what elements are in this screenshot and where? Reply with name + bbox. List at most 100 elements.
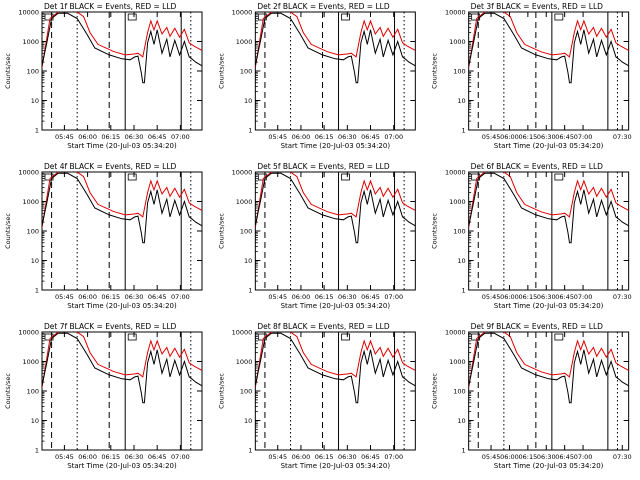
x-axis-label: Start Time (20-Jul-03 05:34:20) bbox=[67, 142, 177, 150]
series-lld-line bbox=[468, 12, 629, 68]
y-tick-label: 10 bbox=[457, 257, 465, 265]
y-axis-label: Counts/sec bbox=[217, 53, 225, 89]
y-tick-label: 1 bbox=[462, 127, 466, 135]
x-tick-label: 06:45 bbox=[555, 293, 574, 301]
x-tick-label: 07:30 bbox=[613, 453, 632, 461]
x-tick-label: 07:00 bbox=[574, 453, 593, 461]
y-tick-label: 1 bbox=[35, 447, 39, 455]
series-lld-line bbox=[42, 332, 202, 388]
y-tick-label: 100 bbox=[240, 228, 252, 236]
x-tick-label: 07:00 bbox=[171, 453, 190, 461]
y-axis-label: Counts/sec bbox=[217, 213, 225, 249]
x-tick-label: 06:00 bbox=[500, 453, 519, 461]
x-tick-label: 06:15 bbox=[101, 453, 120, 461]
x-axis-label: Start Time (20-Jul-03 05:34:20) bbox=[494, 302, 604, 310]
x-tick-label: 07:30 bbox=[613, 293, 632, 301]
panel-title: Det 7f BLACK = Events, RED = LLD bbox=[44, 322, 177, 331]
series-lld-line bbox=[255, 172, 416, 228]
x-tick-label: 06:15 bbox=[315, 453, 334, 461]
plot-frame bbox=[468, 11, 630, 131]
y-tick-label: 1000 bbox=[236, 38, 253, 46]
panel-title: Det 9f BLACK = Events, RED = LLD bbox=[471, 322, 604, 331]
x-tick-label: 06:30 bbox=[338, 293, 357, 301]
x-tick-label: 06:45 bbox=[361, 453, 380, 461]
legend-box-right bbox=[341, 13, 350, 21]
series-lld-line bbox=[42, 12, 202, 68]
x-tick-label: 07:30 bbox=[613, 133, 632, 141]
x-tick-label: 06:15 bbox=[518, 453, 537, 461]
y-tick-label: 10 bbox=[244, 257, 252, 265]
x-tick-label: 05:45 bbox=[55, 453, 74, 461]
x-tick-label: 06:45 bbox=[361, 293, 380, 301]
y-tick-label: 1 bbox=[35, 127, 39, 135]
x-tick-label: 06:00 bbox=[292, 453, 311, 461]
x-tick-label: 05:45 bbox=[268, 293, 287, 301]
x-tick-label: 06:15 bbox=[315, 133, 334, 141]
panel-title: Det 8f BLACK = Events, RED = LLD bbox=[257, 322, 390, 331]
legend-box-right bbox=[341, 173, 350, 181]
x-axis-label: Start Time (20-Jul-03 05:34:20) bbox=[67, 462, 177, 470]
panel-8: Det 8f BLACK = Events, RED = LLD 1 10 100 10… bbox=[217, 322, 416, 470]
x-axis-label: Start Time (20-Jul-03 05:34:20) bbox=[494, 462, 604, 470]
legend-box-right bbox=[554, 333, 564, 341]
panel-2: Det 2f BLACK = Events, RED = LLD 1 10 100 10… bbox=[217, 2, 416, 150]
panel-3: Det 3f BLACK = Events, RED = LLD 1 10 100 10… bbox=[431, 2, 632, 150]
x-tick-label: 07:00 bbox=[171, 133, 190, 141]
x-tick-label: 06:00 bbox=[78, 133, 97, 141]
x-tick-label: 06:00 bbox=[292, 293, 311, 301]
y-tick-label: 10000 bbox=[445, 329, 466, 337]
x-tick-label: 07:00 bbox=[384, 133, 403, 141]
panel-title: Det 1f BLACK = Events, RED = LLD bbox=[44, 2, 177, 11]
y-tick-label: 100 bbox=[240, 68, 252, 76]
y-tick-label: 10000 bbox=[18, 169, 39, 177]
plot-frame bbox=[41, 171, 203, 291]
y-tick-label: 1000 bbox=[22, 358, 39, 366]
plot-frame bbox=[254, 331, 416, 451]
plot-frame bbox=[254, 11, 416, 131]
y-tick-label: 100 bbox=[453, 68, 465, 76]
plot-frame bbox=[254, 171, 416, 291]
y-axis-label: Counts/sec bbox=[217, 373, 225, 409]
x-tick-label: 07:00 bbox=[574, 133, 593, 141]
legend-box-right bbox=[127, 333, 137, 341]
y-tick-label: 10 bbox=[244, 97, 252, 105]
x-tick-label: 06:00 bbox=[78, 453, 97, 461]
y-axis-label: Counts/sec bbox=[4, 213, 12, 249]
y-tick-label: 10000 bbox=[232, 329, 253, 337]
x-tick-label: 06:00 bbox=[292, 133, 311, 141]
y-axis-label: Counts/sec bbox=[431, 53, 439, 89]
x-tick-label: 06:30 bbox=[338, 453, 357, 461]
x-axis-label: Start Time (20-Jul-03 05:34:20) bbox=[281, 302, 391, 310]
y-tick-label: 1 bbox=[462, 447, 466, 455]
x-tick-label: 07:00 bbox=[384, 453, 403, 461]
plot-frame bbox=[468, 171, 630, 291]
y-tick-label: 10 bbox=[244, 417, 252, 425]
x-tick-label: 06:30 bbox=[537, 293, 556, 301]
series-lld-line bbox=[468, 172, 629, 228]
y-tick-label: 1000 bbox=[236, 198, 253, 206]
y-tick-label: 10 bbox=[457, 417, 465, 425]
x-tick-label: 05:45 bbox=[482, 453, 501, 461]
y-tick-label: 10 bbox=[31, 257, 39, 265]
y-tick-label: 1000 bbox=[22, 198, 39, 206]
x-tick-label: 05:45 bbox=[482, 293, 501, 301]
x-axis-label: Start Time (20-Jul-03 05:34:20) bbox=[494, 142, 604, 150]
panel-7: Det 7f BLACK = Events, RED = LLD 1 10 100 10… bbox=[4, 322, 203, 470]
y-tick-label: 1000 bbox=[236, 358, 253, 366]
y-tick-label: 10000 bbox=[445, 9, 466, 17]
y-tick-label: 100 bbox=[27, 228, 39, 236]
series-events-line bbox=[468, 332, 629, 404]
series-events-line bbox=[255, 12, 416, 84]
x-tick-label: 06:30 bbox=[125, 133, 144, 141]
panel-5: Det 5f BLACK = Events, RED = LLD 1 10 100 10… bbox=[217, 162, 416, 310]
x-tick-label: 06:15 bbox=[518, 133, 537, 141]
panel-9: Det 9f BLACK = Events, RED = LLD 1 10 100 10… bbox=[431, 322, 632, 470]
x-tick-label: 07:00 bbox=[574, 293, 593, 301]
y-tick-label: 100 bbox=[453, 388, 465, 396]
x-tick-label: 06:45 bbox=[148, 293, 167, 301]
y-tick-label: 10000 bbox=[18, 9, 39, 17]
legend-box-right bbox=[554, 173, 564, 181]
x-tick-label: 07:00 bbox=[384, 293, 403, 301]
y-tick-label: 10 bbox=[31, 417, 39, 425]
